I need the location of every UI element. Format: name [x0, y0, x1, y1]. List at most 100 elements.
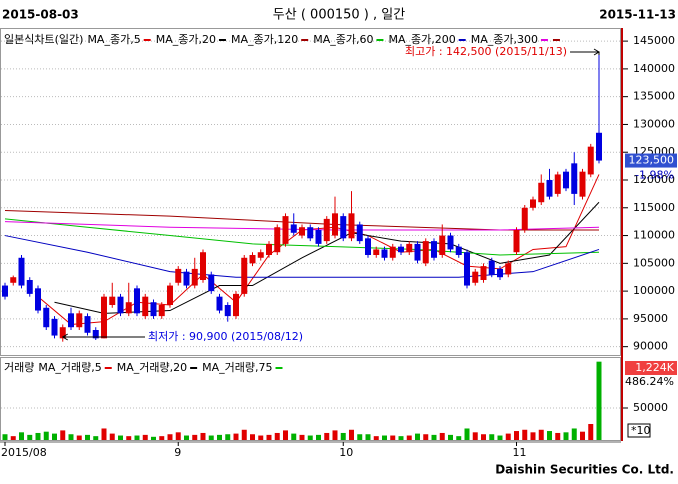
- candle-body: [389, 246, 396, 258]
- footer: Daishin Securities Co. Ltd.: [495, 463, 674, 477]
- volume-bar: [365, 434, 371, 440]
- candle-body: [59, 327, 66, 339]
- y-tick-label: 100000: [633, 284, 675, 297]
- candle-body: [587, 146, 594, 175]
- multiplier-label: *10: [631, 424, 651, 437]
- candle-body: [134, 288, 140, 314]
- volume-bar: [19, 432, 24, 440]
- candle-body: [241, 257, 248, 294]
- start-date: 2015-08-03: [2, 8, 79, 22]
- annotation: 최고가 : 142,500 (2015/11/13): [405, 45, 567, 58]
- candle-body: [125, 302, 132, 314]
- candle-body: [167, 285, 173, 305]
- volume-bar: [101, 428, 107, 440]
- volume-bar: [258, 435, 264, 440]
- moving-average-line: [4, 218, 600, 256]
- candle-body: [323, 218, 330, 242]
- last-volume: 1,224K: [635, 361, 674, 374]
- moving-average-line: [4, 235, 600, 278]
- candle-body: [10, 277, 17, 283]
- candle-body: [68, 313, 74, 328]
- end-date: 2015-11-13: [599, 8, 676, 22]
- annotation-arrowhead: [593, 48, 600, 56]
- volume-bar: [93, 436, 99, 440]
- chart-title: 두산 ( 000150 ) , 일간: [273, 8, 405, 23]
- volume-bar: [464, 428, 470, 440]
- volume-bar: [431, 434, 437, 440]
- volume-bar: [563, 432, 569, 440]
- candle-body: [365, 238, 371, 255]
- annotation-arrowhead: [61, 333, 69, 341]
- candle-body: [158, 305, 165, 317]
- volume-bar: [382, 435, 387, 440]
- volume-bar: [225, 434, 231, 440]
- volume-bar: [505, 433, 511, 440]
- candle-body: [439, 235, 446, 255]
- candle-body: [455, 246, 462, 255]
- volume-bar: [390, 435, 396, 440]
- candle-body: [175, 268, 182, 283]
- x-tick-label: 11: [513, 446, 527, 459]
- legend-label: MA_종가,120: [231, 33, 298, 46]
- candle-body: [200, 252, 206, 280]
- candle-body: [332, 213, 338, 236]
- volume-bar: [307, 435, 313, 440]
- candle-body: [249, 255, 256, 264]
- candle-body: [579, 171, 586, 197]
- candle-body: [447, 235, 454, 250]
- volume-bar: [547, 431, 552, 440]
- candle-body: [414, 243, 421, 261]
- volume-bar: [316, 434, 321, 440]
- volume-bar: [52, 433, 57, 440]
- candle-body: [596, 132, 602, 161]
- candle-body: [538, 182, 545, 203]
- volume-bar: [10, 436, 16, 440]
- legend-title: 일본식차트(일간): [4, 32, 83, 46]
- volume-bar: [497, 435, 503, 440]
- volume-panel: [0, 357, 621, 441]
- volume-bar: [208, 435, 214, 440]
- candle-body: [299, 227, 305, 236]
- candle-body: [315, 230, 322, 244]
- candle-body: [431, 241, 437, 258]
- y-tick-label: 145000: [633, 34, 675, 47]
- candle-body: [101, 296, 107, 339]
- candle-body: [480, 266, 487, 280]
- volume-bar: [340, 432, 346, 440]
- candle-body: [290, 224, 297, 233]
- y-tick-label: 135000: [633, 90, 675, 103]
- volume-bar: [332, 430, 338, 440]
- volume-bar: [514, 431, 519, 440]
- volume-bar: [555, 432, 561, 440]
- legend-label: MA_종가,5: [87, 33, 140, 46]
- volume-bar: [373, 436, 379, 440]
- last-price: 123,500: [629, 154, 675, 167]
- volume-bar: [68, 434, 74, 440]
- price-panel: [0, 28, 621, 356]
- candle-body: [530, 199, 536, 208]
- volume-bar: [406, 435, 412, 440]
- candle-body: [373, 249, 380, 255]
- legend-label: MA_거래량,5: [38, 361, 101, 374]
- candle-body: [51, 318, 58, 336]
- volume-bar: [200, 432, 206, 440]
- candle-body: [497, 268, 503, 278]
- candle-body: [216, 296, 223, 311]
- volume-bar: [192, 434, 198, 440]
- y-tick-label: 50000: [633, 401, 668, 414]
- candle-body: [208, 274, 215, 292]
- legend-label: MA_거래량,75: [202, 361, 272, 374]
- volume-bar: [439, 432, 445, 440]
- candle-body: [191, 268, 198, 286]
- candle-body: [554, 174, 561, 194]
- volume-bar: [175, 432, 181, 440]
- volume-bar: [167, 434, 173, 440]
- candle-body: [546, 180, 553, 197]
- candle-body: [43, 307, 50, 328]
- candle-body: [84, 316, 91, 333]
- legend-label: MA_종가,60: [313, 33, 373, 46]
- y-tick-label: 110000: [633, 229, 675, 242]
- candle-body: [422, 241, 429, 264]
